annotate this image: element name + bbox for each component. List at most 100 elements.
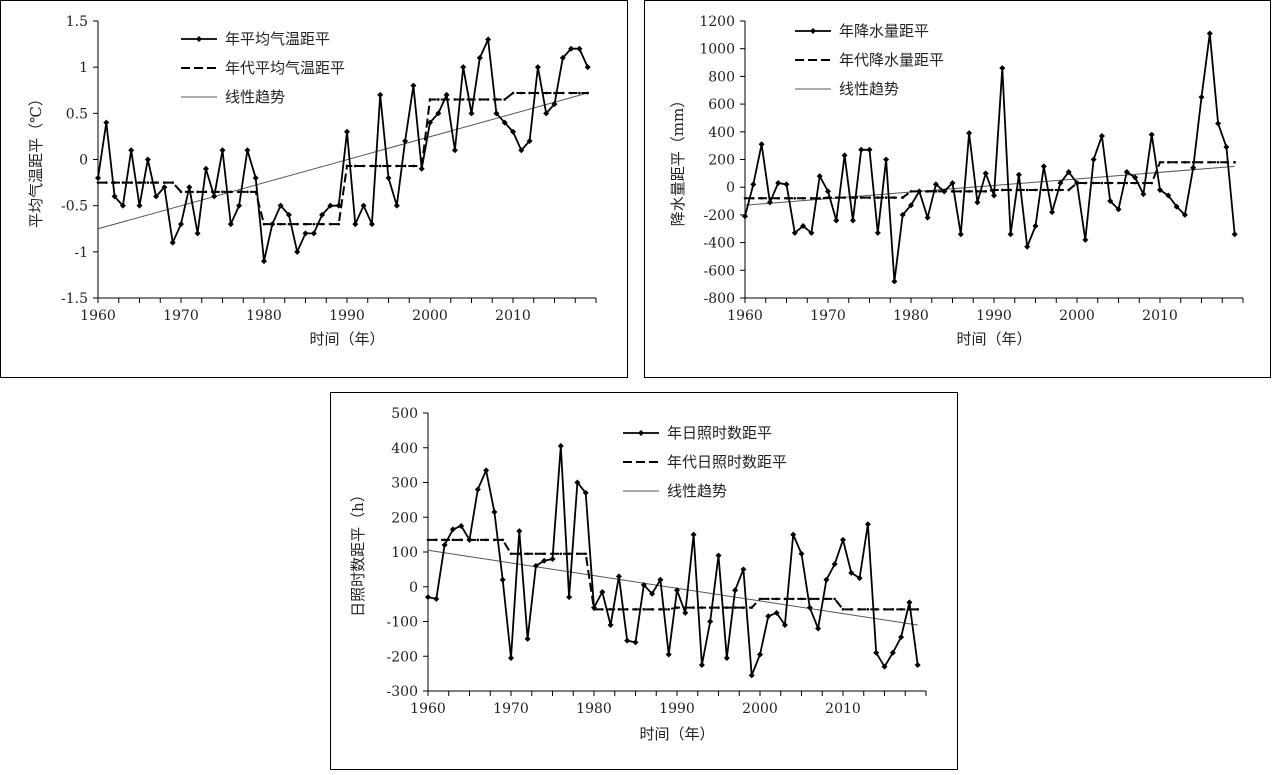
annual-point bbox=[914, 661, 921, 668]
decadal-point bbox=[476, 538, 480, 542]
annual-point bbox=[874, 229, 881, 236]
annual-point bbox=[427, 119, 433, 126]
decadal-point bbox=[179, 190, 183, 194]
decadal-point bbox=[851, 196, 855, 199]
annual-point bbox=[128, 147, 135, 154]
sunshine-chart-panel: 500 400 300 200 100 0 -100 -200 -300 1960 1970 1980… bbox=[330, 392, 958, 770]
annual-point bbox=[559, 54, 566, 61]
y-tick-label: 1000 bbox=[699, 42, 735, 58]
annual-point bbox=[624, 637, 631, 644]
decadal-point bbox=[1034, 188, 1037, 192]
annual-point bbox=[849, 217, 856, 224]
decadal-point bbox=[859, 196, 863, 199]
decadal-point bbox=[536, 91, 540, 95]
decadal-point bbox=[776, 196, 780, 200]
decadal-point bbox=[800, 597, 803, 601]
decadal-point bbox=[810, 196, 813, 200]
annual-point bbox=[916, 188, 923, 195]
decadal-point bbox=[858, 608, 861, 611]
decadal-point bbox=[1059, 188, 1062, 192]
legend-trend-label: 线性趋势 bbox=[839, 80, 899, 98]
annual-point bbox=[460, 64, 467, 71]
decadal-point bbox=[312, 222, 316, 226]
annual-point bbox=[966, 130, 973, 137]
annual-point bbox=[682, 609, 689, 616]
decadal-point bbox=[785, 196, 788, 200]
decadal-point bbox=[544, 91, 548, 95]
annual-point bbox=[742, 213, 748, 220]
decadal-point bbox=[801, 196, 805, 200]
annual-point bbox=[723, 654, 730, 661]
x-tick-label: 1970 bbox=[163, 308, 199, 324]
annual-point bbox=[1123, 168, 1130, 175]
decadal-point bbox=[1117, 181, 1120, 185]
decadal-point bbox=[909, 190, 913, 193]
annual-point bbox=[194, 230, 201, 237]
decadal-point bbox=[237, 190, 241, 194]
annual-point bbox=[783, 181, 790, 188]
annual-point bbox=[831, 561, 838, 568]
decadal-point bbox=[876, 196, 880, 199]
annual-point bbox=[227, 221, 234, 228]
decadal-point bbox=[891, 608, 895, 611]
annual-point bbox=[466, 536, 473, 543]
decadal-point bbox=[553, 91, 556, 95]
annual-point bbox=[543, 110, 550, 117]
x-tick-label: 1970 bbox=[810, 308, 846, 324]
decadal-point bbox=[470, 98, 473, 101]
annual-point bbox=[458, 522, 465, 529]
annual-point bbox=[991, 192, 997, 199]
decadal-point bbox=[493, 538, 496, 542]
decadal-point bbox=[1108, 181, 1112, 185]
annual-point bbox=[302, 230, 309, 237]
annual-point bbox=[178, 221, 184, 228]
annual-point bbox=[501, 119, 508, 126]
annual-point bbox=[848, 569, 855, 576]
annual-point bbox=[219, 147, 226, 154]
y-tick-label: -600 bbox=[704, 263, 735, 279]
annual-point bbox=[491, 509, 498, 516]
annual-point bbox=[858, 146, 865, 153]
y-tick-label: 1200 bbox=[699, 14, 735, 30]
decadal-point bbox=[501, 538, 504, 542]
annual-point bbox=[632, 639, 639, 646]
annual-point bbox=[873, 649, 880, 656]
annual-point bbox=[443, 91, 450, 98]
decadal-point bbox=[959, 190, 963, 193]
y-tick-label: 200 bbox=[391, 510, 418, 526]
x-axis-label: 时间（年） bbox=[309, 330, 384, 348]
annual-point bbox=[1007, 231, 1014, 238]
decadal-point bbox=[793, 196, 797, 200]
decadal-point bbox=[884, 196, 888, 199]
decadal-point bbox=[337, 222, 341, 226]
decadal-point bbox=[901, 196, 904, 199]
decadal-point bbox=[708, 606, 712, 609]
x-tick-label: 1980 bbox=[576, 701, 612, 717]
annual-point bbox=[557, 443, 564, 450]
decadal-point bbox=[461, 98, 465, 101]
decadal-point bbox=[163, 181, 166, 184]
decadal-point bbox=[899, 608, 903, 611]
annual-point bbox=[924, 214, 931, 221]
legend-decadal-label: 年代降水量距平 bbox=[839, 51, 944, 69]
legend-annual-marker bbox=[638, 430, 644, 436]
decadal-point bbox=[443, 538, 446, 542]
decadal-point bbox=[760, 196, 763, 200]
x-tick-label: 2010 bbox=[1142, 308, 1178, 324]
annual-point bbox=[1107, 198, 1114, 205]
decadal-point bbox=[609, 608, 612, 611]
annual-point bbox=[541, 557, 548, 564]
decadal-point bbox=[825, 597, 828, 601]
annual-point bbox=[441, 542, 448, 549]
annual-point bbox=[402, 138, 409, 145]
annual-point bbox=[866, 146, 873, 153]
y-tick-label: 400 bbox=[708, 125, 735, 141]
annual-point bbox=[781, 621, 788, 628]
decadal-point bbox=[304, 222, 307, 226]
decadal-point bbox=[129, 181, 133, 184]
decadal-point bbox=[567, 552, 571, 556]
annual-point bbox=[932, 181, 939, 188]
decadal-point bbox=[503, 98, 507, 101]
annual-point bbox=[908, 202, 914, 209]
annual-point bbox=[757, 651, 763, 658]
